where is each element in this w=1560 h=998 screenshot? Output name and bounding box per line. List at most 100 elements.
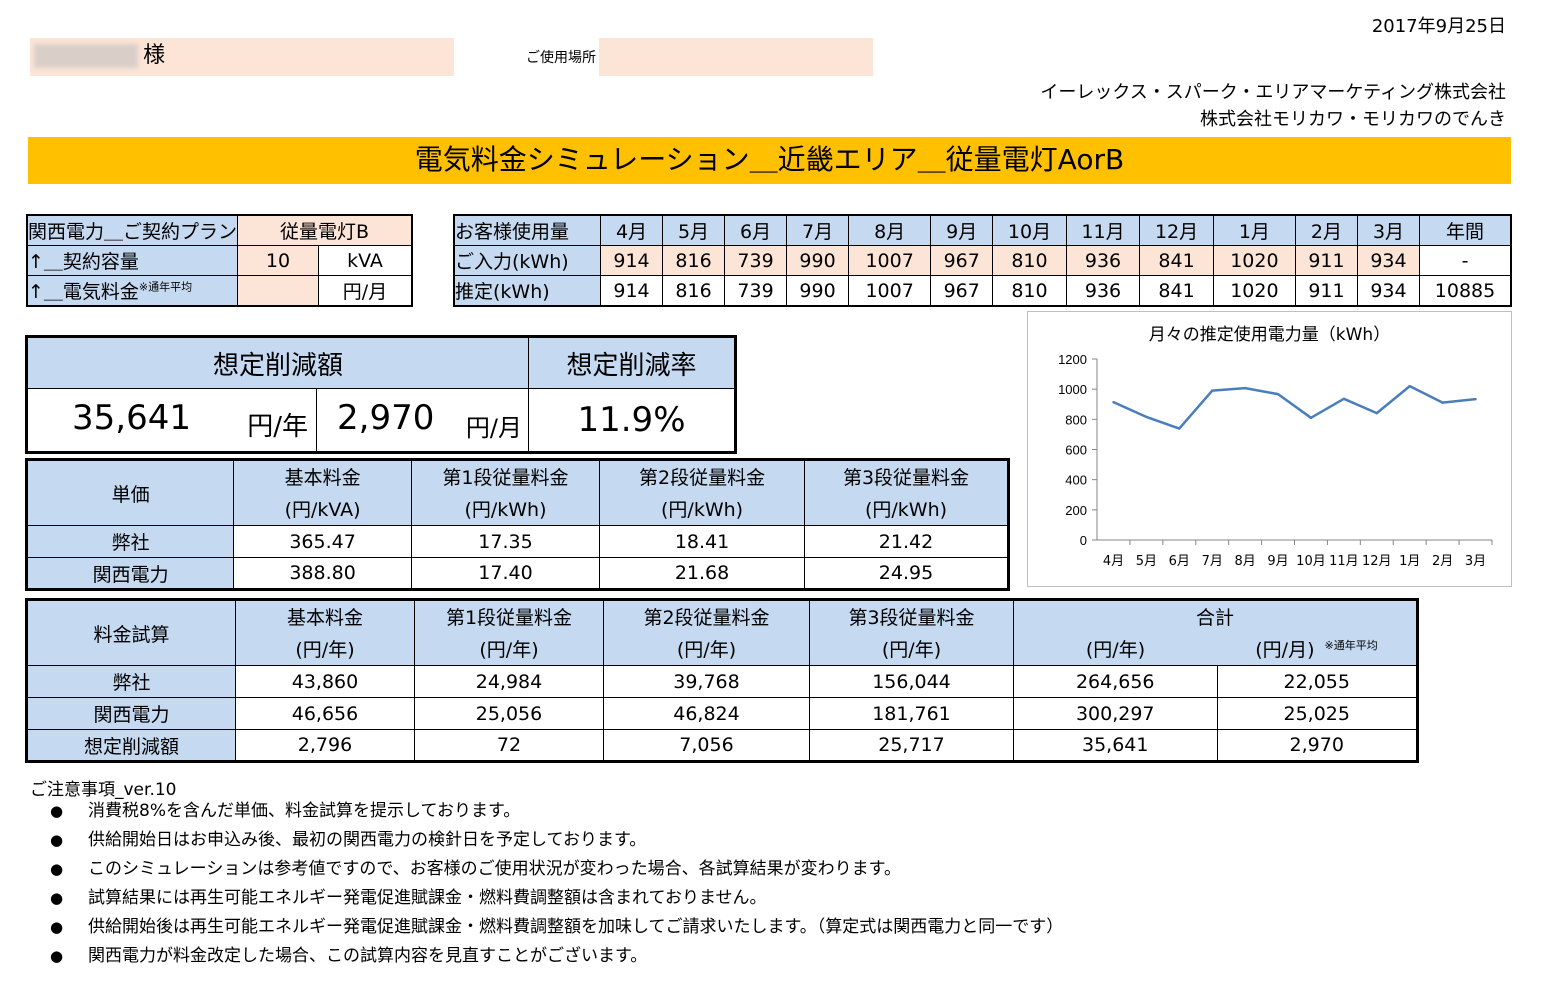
month-header: 12月 xyxy=(1139,214,1214,246)
fee-row: 関西電力 46,656 25,056 46,824 181,761 300,297 25,0… xyxy=(26,697,1418,730)
estimate-value: 967 xyxy=(930,275,994,307)
unit-price-header: 単価 xyxy=(25,459,235,526)
fee-label: ↑＿電気料金※通年平均 xyxy=(26,275,239,307)
customer-honorific: 様 xyxy=(143,43,166,68)
fee-unit: 円/月 xyxy=(318,275,413,307)
fee-row: 想定削減額 2,796 72 7,056 25,717 35,641 2,970 xyxy=(26,729,1418,762)
price-col-unit: (円/kWh) xyxy=(599,492,805,526)
plan-value[interactable]: 従量電灯B xyxy=(237,214,413,246)
x-tick-label: 12月 xyxy=(1362,554,1392,569)
fee-cell: 7,056 xyxy=(603,729,810,762)
data-point xyxy=(1211,389,1214,392)
input-value[interactable]: 914 xyxy=(599,245,664,276)
fee-cell: 264,656 xyxy=(1013,665,1218,698)
input-value[interactable]: 810 xyxy=(992,245,1067,276)
customer-name-field: 様 xyxy=(30,38,454,76)
month-header: 5月 xyxy=(662,214,726,246)
note-text: 供給開始後は再生可能エネルギー発電促進賦課金・燃料費調整額を加味してご請求いたし… xyxy=(88,917,1064,937)
fee-cell: 25,025 xyxy=(1216,697,1418,730)
contract-table: 関西電力＿ご契約プラン 従量電灯B ↑＿契約容量 10 kVA ↑＿電気料金※通… xyxy=(26,214,413,307)
capacity-value[interactable]: 10 xyxy=(237,245,320,276)
price-col-name: 基本料金 xyxy=(233,459,412,493)
input-value[interactable]: 1007 xyxy=(848,245,932,276)
fee-cell: 24,984 xyxy=(414,665,604,698)
estimate-value: 841 xyxy=(1139,275,1214,307)
location-label: ご使用場所 xyxy=(526,50,596,66)
fee-cell: 43,860 xyxy=(235,665,415,698)
savings-rate: 11.9% xyxy=(528,388,736,453)
data-point xyxy=(1408,384,1411,388)
data-point xyxy=(1178,427,1181,430)
chart-title: 月々の推定使用電力量（kWh） xyxy=(1148,325,1391,345)
bullet-icon: ● xyxy=(50,947,64,965)
estimate-value: 810 xyxy=(992,275,1067,307)
data-point xyxy=(1112,400,1115,404)
input-value[interactable]: 816 xyxy=(662,245,726,276)
input-value[interactable]: 1020 xyxy=(1212,245,1296,276)
notes-title: ご注意事項_ver.10 xyxy=(30,780,177,800)
fee-value[interactable] xyxy=(237,275,320,307)
input-value[interactable]: 967 xyxy=(930,245,994,276)
fee-col-unit: (円/年) xyxy=(809,632,1014,666)
note-text: 関西電力が料金改定した場合、この試算内容を見直すことがございます。 xyxy=(88,946,648,966)
input-value[interactable]: 911 xyxy=(1294,245,1358,276)
savings-amount-label: 想定削減額 xyxy=(26,336,529,389)
fee-col-name: 基本料金 xyxy=(235,599,415,633)
price-col-unit: (円/kVA) xyxy=(233,492,412,526)
note-text: 試算結果には再生可能エネルギー発電促進賦課金・燃料費調整額は含まれておりません。 xyxy=(88,888,767,908)
input-value[interactable]: 841 xyxy=(1139,245,1214,276)
price-row-label: 弊社 xyxy=(25,525,235,558)
x-tick-label: 2月 xyxy=(1432,554,1453,569)
estimate-value: 936 xyxy=(1065,275,1141,307)
note-item: ● 供給開始後は再生可能エネルギー発電促進賦課金・燃料費調整額を加味してご請求いた… xyxy=(50,916,1063,945)
price-cell: 365.47 xyxy=(233,525,412,558)
data-point xyxy=(1342,397,1346,401)
price-cell: 388.80 xyxy=(233,557,412,590)
bullet-icon: ● xyxy=(50,889,64,907)
input-annual: - xyxy=(1419,245,1512,276)
data-point xyxy=(1474,397,1477,401)
input-value[interactable]: 934 xyxy=(1356,245,1421,276)
y-tick-label: 600 xyxy=(1065,443,1087,458)
plan-label: 関西電力＿ご契約プラン xyxy=(26,214,239,246)
note-item: ● 関西電力が料金改定した場合、この試算内容を見直すことがございます。 xyxy=(50,945,1063,974)
fee-cell: 300,297 xyxy=(1013,697,1218,730)
price-cell: 21.42 xyxy=(804,525,1009,558)
input-value[interactable]: 990 xyxy=(786,245,850,276)
capacity-unit: kVA xyxy=(318,245,413,276)
fee-calc-header: 料金試算 xyxy=(26,599,236,666)
fee-col-unit: (円/年) xyxy=(235,632,415,666)
data-point xyxy=(1441,401,1444,404)
fee-total-name: 合計 xyxy=(1013,599,1418,633)
fee-col-name: 第3段従量料金 xyxy=(809,599,1014,633)
fee-row-label: 関西電力 xyxy=(26,697,236,730)
price-row: 関西電力 388.80 17.40 21.68 24.95 xyxy=(25,557,1009,590)
month-header: 7月 xyxy=(786,214,850,246)
data-point xyxy=(1145,415,1148,419)
bullet-icon: ● xyxy=(50,860,64,878)
fee-cell: 46,656 xyxy=(235,697,415,730)
estimate-value: 1007 xyxy=(848,275,932,307)
price-cell: 21.68 xyxy=(599,557,805,590)
note-item: ● 供給開始日はお申込み後、最初の関西電力の検針日を予定しております。 xyxy=(50,829,1063,858)
note-item: ● 消費税8%を含んだ単価、料金試算を提示しております。 xyxy=(50,800,1063,829)
fee-col-name: 第2段従量料金 xyxy=(603,599,810,633)
data-point xyxy=(1375,411,1378,415)
fee-col-name: 第1段従量料金 xyxy=(414,599,604,633)
y-tick-label: 400 xyxy=(1065,473,1087,488)
estimate-annual: 10885 xyxy=(1419,275,1512,307)
x-tick-label: 1月 xyxy=(1399,554,1420,569)
fee-col-unit: (円/年) xyxy=(414,632,604,666)
input-value[interactable]: 936 xyxy=(1065,245,1141,276)
input-value[interactable]: 739 xyxy=(724,245,788,276)
y-tick-label: 1000 xyxy=(1058,382,1087,397)
month-header: 6月 xyxy=(724,214,788,246)
annual-header: 年間 xyxy=(1419,214,1512,246)
price-col-name: 第3段従量料金 xyxy=(804,459,1009,493)
bullet-icon: ● xyxy=(50,918,64,936)
fee-cell: 22,055 xyxy=(1216,665,1418,698)
x-tick-label: 11月 xyxy=(1329,554,1359,569)
customer-name-redacted xyxy=(34,44,138,68)
fee-cell: 181,761 xyxy=(809,697,1014,730)
